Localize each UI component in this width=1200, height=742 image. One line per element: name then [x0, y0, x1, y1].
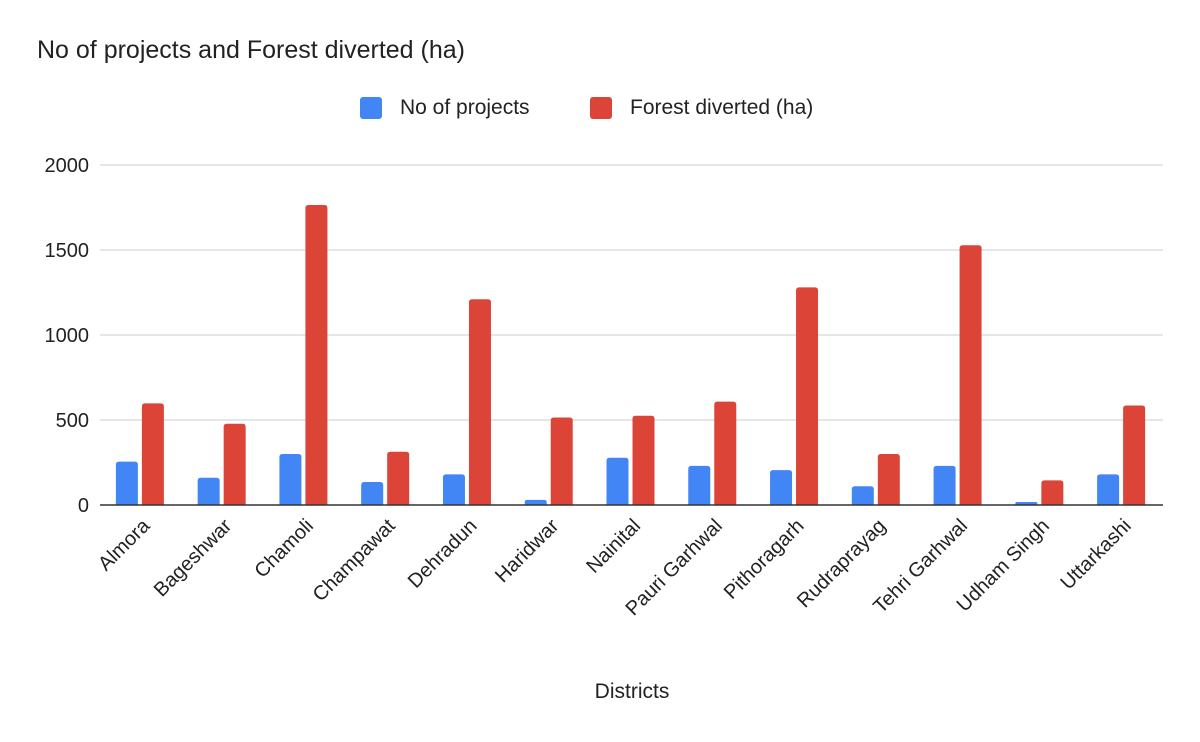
x-tick-label-dehradun: Dehradun — [404, 515, 482, 593]
bar-no-of-projects-champawat[interactable] — [361, 482, 384, 505]
x-tick-label-chamoli: Chamoli — [251, 515, 318, 582]
x-tick-label-almora: Almora — [94, 514, 155, 575]
bar-forest-diverted-ha-haridwar[interactable] — [550, 417, 573, 505]
x-tick-label-nainital: Nainital — [582, 515, 645, 578]
bar-no-of-projects-chamoli[interactable] — [279, 454, 302, 505]
bar-forest-diverted-ha-chamoli[interactable] — [305, 204, 328, 505]
bar-forest-diverted-ha-pithoragarh[interactable] — [796, 287, 819, 505]
y-axis-ticks: 0 500 1000 1500 2000 — [45, 155, 90, 517]
bar-no-of-projects-tehri-garhwal[interactable] — [933, 465, 956, 505]
legend-item-no-of-projects[interactable]: No of projects — [360, 96, 530, 120]
bar-no-of-projects-almora[interactable] — [115, 461, 138, 505]
bar-forest-diverted-ha-uttarkashi[interactable] — [1123, 405, 1146, 505]
y-tick-label-0: 0 — [78, 495, 89, 517]
legend-swatch-no-of-projects — [360, 97, 382, 119]
bar-no-of-projects-bageshwar[interactable] — [197, 477, 220, 505]
bar-forest-diverted-ha-pauri-garhwal[interactable] — [714, 401, 737, 505]
x-tick-label-haridwar: Haridwar — [491, 515, 563, 587]
bar-no-of-projects-rudraprayag[interactable] — [851, 486, 874, 505]
bar-forest-diverted-ha-champawat[interactable] — [387, 451, 410, 505]
y-tick-label-1000: 1000 — [45, 325, 90, 347]
y-tick-label-2000: 2000 — [45, 155, 90, 177]
bar-no-of-projects-nainital[interactable] — [606, 457, 629, 505]
x-tick-label-bageshwar: Bageshwar — [150, 515, 237, 602]
bar-no-of-projects-haridwar[interactable] — [524, 499, 547, 505]
y-tick-label-1500: 1500 — [45, 240, 90, 262]
legend-label-forest-diverted: Forest diverted (ha) — [630, 96, 814, 119]
bar-forest-diverted-ha-almora[interactable] — [141, 403, 164, 505]
bar-forest-diverted-ha-udham-singh[interactable] — [1041, 480, 1064, 505]
legend-item-forest-diverted[interactable]: Forest diverted (ha) — [590, 96, 813, 120]
bar-no-of-projects-pithoragarh[interactable] — [770, 470, 793, 505]
legend-swatch-forest-diverted — [590, 97, 612, 119]
bars — [115, 204, 1146, 506]
gridlines — [100, 164, 1163, 421]
x-tick-label-pithoragarh: Pithoragarh — [720, 515, 809, 604]
bar-no-of-projects-pauri-garhwal[interactable] — [688, 465, 711, 505]
legend-label-no-of-projects: No of projects — [400, 96, 530, 119]
bar-forest-diverted-ha-nainital[interactable] — [632, 415, 655, 505]
x-axis-title: Districts — [595, 680, 670, 703]
bar-forest-diverted-ha-rudraprayag[interactable] — [877, 454, 900, 505]
x-tick-label-champawat: Champawat — [309, 515, 400, 606]
chart-title: No of projects and Forest diverted (ha) — [37, 36, 465, 64]
bar-forest-diverted-ha-bageshwar[interactable] — [223, 423, 246, 505]
bar-forest-diverted-ha-tehri-garhwal[interactable] — [959, 245, 982, 506]
bar-no-of-projects-udham-singh[interactable] — [1015, 501, 1038, 505]
bar-no-of-projects-uttarkashi[interactable] — [1097, 474, 1120, 505]
legend: No of projects Forest diverted (ha) — [0, 96, 1200, 126]
x-tick-label-uttarkashi: Uttarkashi — [1056, 515, 1135, 594]
y-tick-label-500: 500 — [56, 410, 89, 432]
bar-forest-diverted-ha-dehradun[interactable] — [468, 299, 491, 505]
bar-no-of-projects-dehradun[interactable] — [442, 474, 465, 505]
